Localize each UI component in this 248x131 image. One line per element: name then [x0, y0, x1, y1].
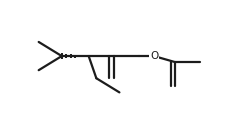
Text: O: O	[150, 51, 158, 61]
